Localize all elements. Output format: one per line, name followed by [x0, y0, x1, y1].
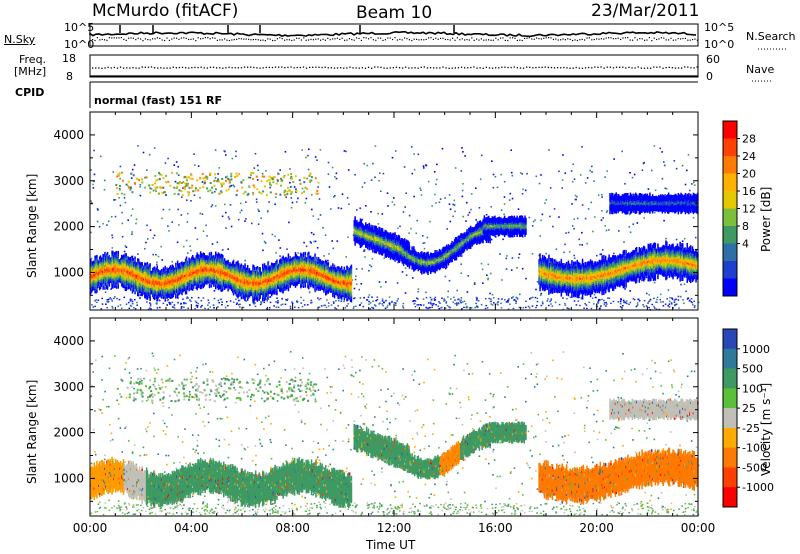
nave-tick-top: 60 — [706, 53, 720, 66]
x-tick-label: 12:00 — [377, 521, 412, 535]
cpid-label: CPID — [15, 86, 44, 99]
x-tick-label: 00:00 — [73, 521, 108, 535]
colorbar-tick-label: 25 — [742, 402, 756, 415]
colorbar-swatch — [723, 278, 737, 297]
colorbar-swatch — [723, 226, 737, 244]
power-panel: 4000 3000 2000 1000 — [53, 111, 700, 311]
colorbar-swatch — [723, 173, 737, 192]
colorbar-swatch — [723, 243, 737, 262]
colorbar-swatch — [723, 208, 737, 227]
nsky-label: N.Sky — [4, 33, 35, 46]
velocity-panel: 4000 3000 2000 1000 00:00 04:00 08:00 12:00 16:0… — [53, 317, 716, 535]
colorbar-tick-label: 100 — [742, 382, 763, 395]
colorbar-tick-label: 1000 — [742, 343, 770, 356]
freq-label-1: Freq. — [19, 53, 46, 66]
nave-tick-bottom: 0 — [706, 70, 713, 83]
colorbar-swatch — [723, 261, 737, 279]
colorbar-tick-label: 8 — [742, 220, 749, 233]
colorbar-swatch — [723, 408, 737, 429]
scale-bottom-right: 10^0 — [704, 38, 734, 51]
colorbar-tick-label: -500 — [742, 461, 767, 474]
colorbar-tick-label: 28 — [742, 133, 756, 146]
nsky-panel — [89, 23, 699, 47]
freq-tick-bottom: 8 — [66, 70, 73, 83]
scale-bottom-left: 10^0 — [64, 38, 94, 51]
power-cblabel: Power [dB] — [759, 187, 773, 252]
colorbar-swatch — [723, 487, 737, 508]
cpid-value: normal (fast) 151 RF — [94, 94, 222, 107]
y-tick-label: 2000 — [53, 426, 84, 440]
time-xlabel: Time UT — [365, 538, 416, 552]
freq-panel — [89, 54, 699, 78]
velocity-cblabel: Velocity [m s⁻¹] — [759, 383, 773, 476]
colorbar-swatch — [723, 427, 737, 448]
y-tick-label: 1000 — [53, 265, 84, 279]
colorbar-swatch — [723, 368, 737, 389]
nsearch-label: N.Search — [746, 30, 796, 43]
colorbar-swatch — [723, 467, 737, 488]
colorbar-tick-label: 20 — [742, 168, 756, 181]
y-tick-label: 3000 — [53, 380, 84, 394]
colorbar-tick-label: 24 — [742, 150, 756, 163]
colorbar-swatch — [723, 121, 737, 139]
freq-label-2: [MHz] — [14, 65, 46, 78]
y-tick-label: 4000 — [53, 334, 84, 348]
x-tick-label: 04:00 — [174, 521, 209, 535]
scale-top-left: 10^5 — [64, 21, 94, 34]
scale-top-right: 10^5 — [704, 21, 734, 34]
power-colorbar: 28 24 20 16 12 8 4 — [722, 120, 756, 297]
colorbar-tick-label: -1000 — [742, 481, 774, 494]
date-title: 23/Mar/2011 — [591, 1, 699, 21]
velocity-colorbar: 1000 500 100 25 -25 -100 -500 -1000 — [722, 328, 774, 508]
nave-label: Nave — [746, 63, 774, 76]
colorbar-swatch — [723, 156, 737, 174]
colorbar-swatch — [723, 191, 737, 209]
x-tick-label: 16:00 — [478, 521, 513, 535]
colorbar-swatch — [723, 329, 737, 350]
colorbar-swatch — [723, 447, 737, 468]
y-tick-label: 4000 — [53, 128, 84, 142]
y-tick-label: 2000 — [53, 220, 84, 234]
velocity-ylabel: Slant Range [km] — [25, 380, 39, 484]
colorbar-tick-label: 4 — [742, 238, 749, 251]
x-tick-label: 08:00 — [275, 521, 310, 535]
x-tick-label: 20:00 — [579, 521, 614, 535]
station-title: McMurdo (fitACF) — [92, 1, 238, 21]
colorbar-swatch — [723, 348, 737, 369]
colorbar-tick-label: 12 — [742, 203, 756, 216]
freq-tick-top: 18 — [62, 52, 76, 65]
colorbar-swatch — [723, 138, 737, 157]
colorbar-tick-label: -100 — [742, 442, 767, 455]
colorbar-tick-label: -25 — [742, 422, 760, 435]
beam-title: Beam 10 — [356, 3, 432, 23]
y-tick-label: 1000 — [53, 471, 84, 485]
power-ylabel: Slant Range [km] — [25, 174, 39, 278]
colorbar-tick-label: 500 — [742, 363, 763, 376]
colorbar-swatch — [723, 388, 737, 409]
colorbar-tick-label: 16 — [742, 185, 756, 198]
x-tick-label: 00:00 — [681, 521, 716, 535]
y-tick-label: 3000 — [53, 174, 84, 188]
